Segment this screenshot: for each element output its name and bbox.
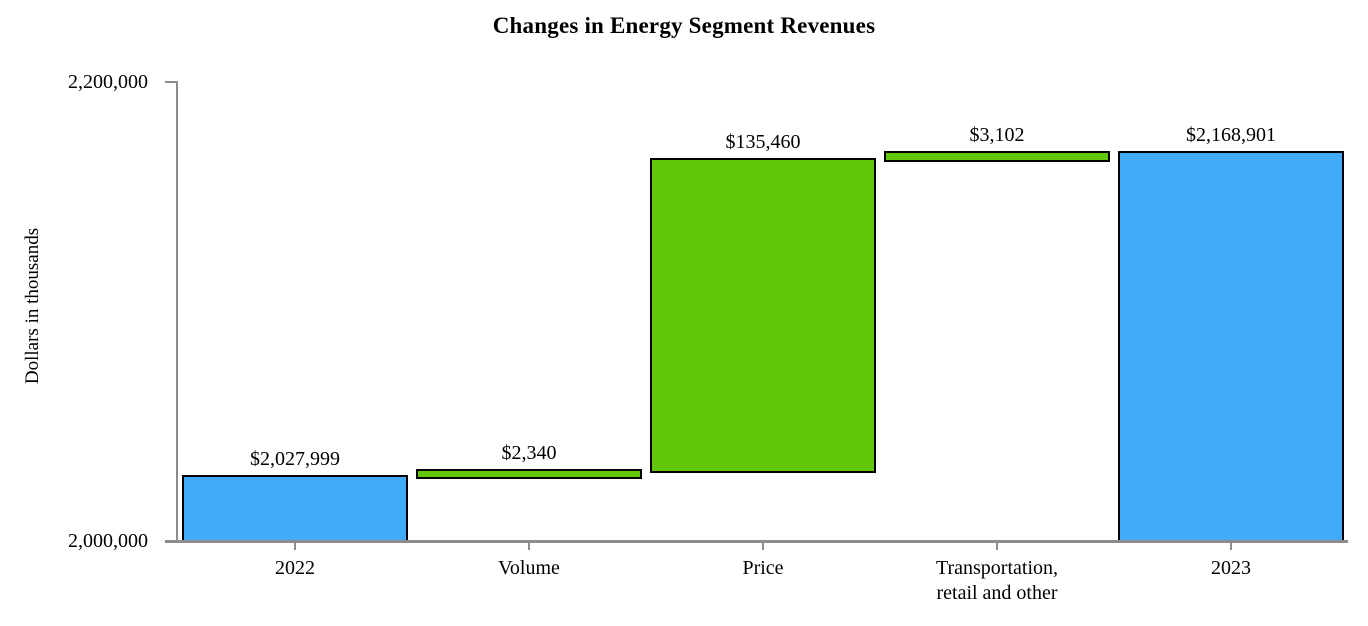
value-label-2023: $2,168,901 [1186,124,1276,147]
value-label-volume: $2,340 [501,442,557,465]
x-tick-label-line: Transportation, [935,557,1059,579]
x-tick-2023 [1230,541,1232,550]
x-axis-line [165,540,1348,543]
x-tick-label-transportation-retail-and-other: Transportation, retail and other [887,556,1107,606]
bar-volume [416,469,642,479]
value-label-2022: $2,027,999 [250,447,340,470]
value-label-transportation-retail-and-other: $3,102 [969,124,1025,147]
x-tick-label-volume: Volume [419,556,639,581]
bar-price [650,158,876,474]
x-tick-label-line: 2023 [1211,557,1251,579]
x-tick-label-2022: 2022 [185,556,405,581]
y-axis-line [176,81,178,543]
x-tick-label-price: Price [653,556,873,581]
bar-transportation-retail-and-other [884,151,1110,163]
y-tick-label-2000000: 2,000,000 [68,530,148,552]
y-axis-title: Dollars in thousands [22,227,43,385]
x-tick-transportation-retail-and-other [996,541,998,550]
y-tick-label-2200000: 2,200,000 [68,71,148,93]
x-tick-label-line: Price [742,557,784,579]
x-tick-label-line: 2022 [275,557,315,579]
bar-2023 [1118,151,1344,543]
x-tick-label-2023: 2023 [1121,556,1341,581]
value-label-price: $135,460 [725,131,801,154]
y-axis-top-tick [165,81,178,83]
x-tick-price [762,541,764,550]
chart-title: Changes in Energy Segment Revenues [492,13,876,38]
x-tick-label-line: retail and other [936,582,1058,604]
bar-2022 [182,474,408,543]
x-tick-label-line: Volume [498,557,560,579]
x-tick-volume [528,541,530,550]
x-tick-2022 [294,541,296,550]
